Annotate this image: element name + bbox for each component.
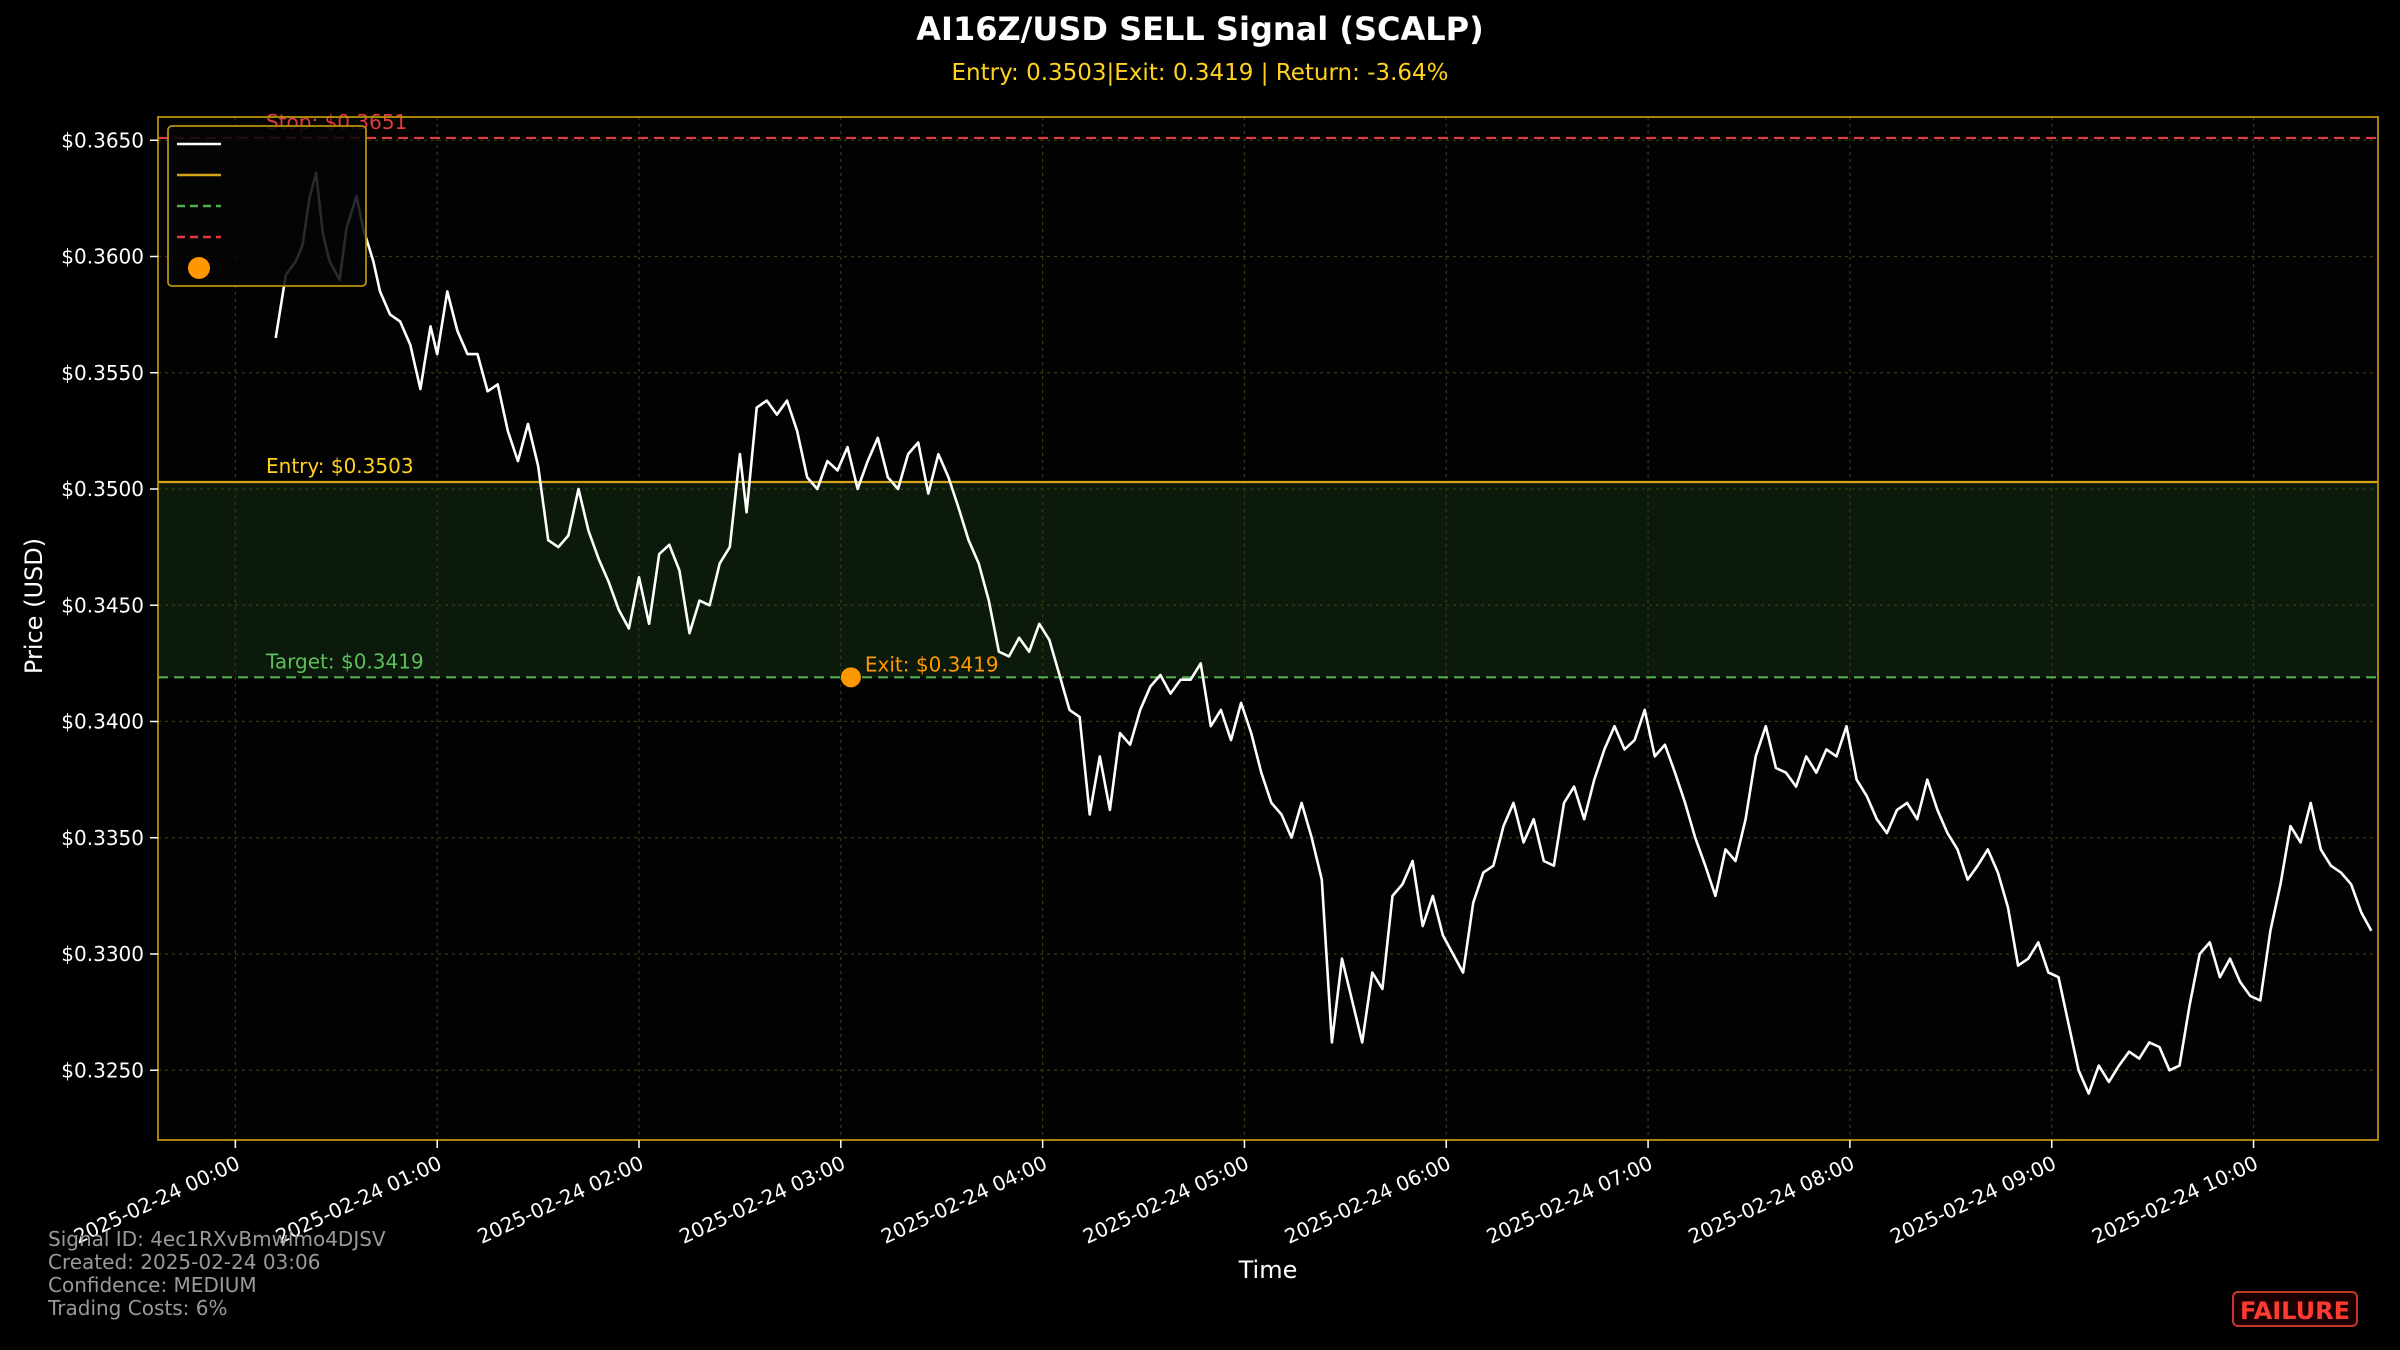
- x-tick-label: 2025-02-24 06:00: [1281, 1151, 1454, 1249]
- entry-target-band: [158, 482, 2378, 678]
- plot-frame: [157, 116, 2379, 1141]
- exit-label: Exit: $0.3419: [865, 652, 999, 676]
- price-line: [274, 171, 2373, 1095]
- signal-id: Signal ID: 4ec1RXvBmwlmo4DJSV: [48, 1227, 386, 1251]
- y-tick-label: $0.3250: [61, 1058, 144, 1082]
- x-tick-label: 2025-02-24 09:00: [1886, 1151, 2059, 1249]
- x-tick-label: 2025-02-24 08:00: [1685, 1151, 1858, 1249]
- x-tick-label: 2025-02-24 07:00: [1483, 1151, 1656, 1249]
- legend-box: [167, 125, 367, 287]
- y-tick-label: $0.3350: [61, 826, 144, 850]
- reference-line-label: Entry: $0.3503: [266, 454, 414, 478]
- x-tick-label: 2025-02-24 05:00: [1079, 1151, 1252, 1249]
- legend-marker-swatch: [188, 257, 210, 279]
- exit-marker: [840, 667, 861, 688]
- x-tick-label: 2025-02-24 02:00: [474, 1151, 647, 1249]
- signal-meta: Signal ID: 4ec1RXvBmwlmo4DJSV Created: 2…: [48, 1228, 386, 1320]
- failure-badge: FAILURE: [2232, 1291, 2358, 1327]
- y-tick-label: $0.3650: [61, 128, 144, 152]
- confidence: Confidence: MEDIUM: [48, 1273, 257, 1297]
- x-tick-label: 2025-02-24 03:00: [675, 1151, 848, 1249]
- y-tick-label: $0.3400: [61, 710, 144, 734]
- created-time: Created: 2025-02-24 03:06: [48, 1250, 321, 1274]
- trading-costs: Trading Costs: 6%: [48, 1296, 228, 1320]
- x-axis-label: Time: [1238, 1256, 1298, 1284]
- x-tick-label: 2025-02-24 10:00: [2088, 1151, 2261, 1249]
- x-tick-label: 2025-02-24 04:00: [877, 1151, 1050, 1249]
- y-tick-label: $0.3550: [61, 361, 144, 385]
- chart-title: AI16Z/USD SELL Signal (SCALP): [916, 10, 1483, 48]
- y-tick-label: $0.3500: [61, 477, 144, 501]
- y-axis-label: Price (USD): [20, 538, 48, 674]
- y-tick-label: $0.3600: [61, 245, 144, 269]
- chart-subtitle: Entry: 0.3503|Exit: 0.3419 | Return: -3.…: [951, 60, 1448, 86]
- y-tick-label: $0.3300: [61, 942, 144, 966]
- y-tick-label: $0.3450: [61, 593, 144, 617]
- reference-line-label: Target: $0.3419: [265, 649, 424, 673]
